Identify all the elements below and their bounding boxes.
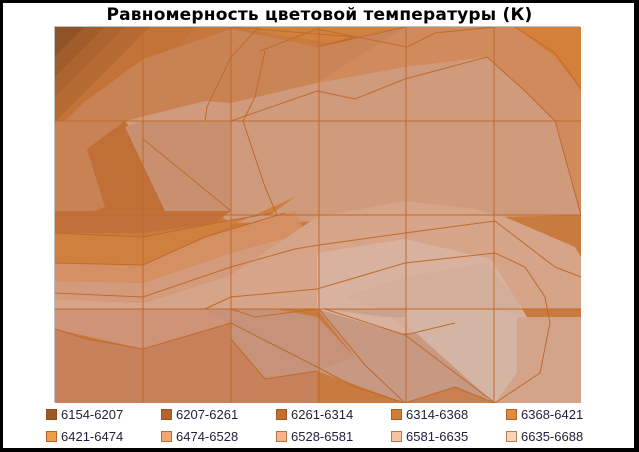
legend-item: 6207-6261 — [161, 406, 276, 423]
legend-swatch — [276, 409, 287, 420]
legend-item: 6368-6421 — [506, 406, 621, 423]
legend-item: 6528-6581 — [276, 428, 391, 445]
grid-lines — [55, 27, 581, 403]
legend-swatch — [46, 431, 57, 442]
legend-label: 6207-6261 — [176, 407, 239, 422]
legend-item: 6474-6528 — [161, 428, 276, 445]
legend-swatch — [46, 409, 57, 420]
legend-item: 6261-6314 — [276, 406, 391, 423]
legend-label: 6635-6688 — [521, 429, 584, 444]
legend-item: 6154-6207 — [46, 406, 161, 423]
legend-swatch — [276, 431, 287, 442]
chart-legend: 6154-6207 6207-6261 6261-6314 6314-6368 … — [46, 406, 626, 445]
legend-label: 6368-6421 — [521, 407, 584, 422]
contour-plot-area — [54, 26, 581, 403]
legend-label: 6474-6528 — [176, 429, 239, 444]
legend-swatch — [391, 409, 402, 420]
contour-lines — [55, 27, 581, 403]
legend-item: 6314-6368 — [391, 406, 506, 423]
legend-swatch — [161, 431, 172, 442]
legend-label: 6581-6635 — [406, 429, 469, 444]
legend-label: 6261-6314 — [291, 407, 354, 422]
legend-label: 6528-6581 — [291, 429, 354, 444]
legend-label: 6314-6368 — [406, 407, 469, 422]
legend-item: 6581-6635 — [391, 428, 506, 445]
legend-label: 6154-6207 — [61, 407, 124, 422]
legend-label: 6421-6474 — [61, 429, 124, 444]
chart-title: Равномерность цветовой температуры (К) — [106, 5, 533, 25]
legend-swatch — [506, 409, 517, 420]
legend-swatch — [161, 409, 172, 420]
contour-surface — [55, 27, 581, 403]
legend-item: 6421-6474 — [46, 428, 161, 445]
legend-swatch — [506, 431, 517, 442]
legend-item: 6635-6688 — [506, 428, 621, 445]
legend-swatch — [391, 431, 402, 442]
